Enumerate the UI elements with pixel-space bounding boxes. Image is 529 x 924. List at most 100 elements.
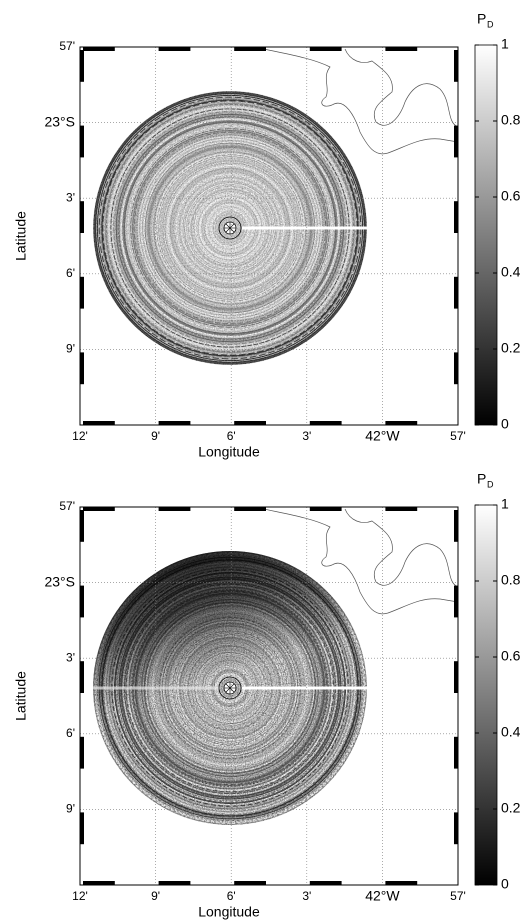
- frame-dash: [385, 507, 418, 511]
- coastline: [254, 46, 459, 155]
- frame-dash: [454, 510, 458, 542]
- frame-dash: [454, 736, 458, 769]
- x-tick-label: 12': [72, 429, 88, 443]
- colorbar-tick-label: 0: [501, 416, 509, 432]
- frame-dash: [80, 125, 84, 158]
- colorbar-tick-label: 1: [501, 496, 509, 512]
- frame-dash: [454, 201, 458, 233]
- y-axis-label: Latitude: [13, 671, 29, 721]
- frame-dash: [80, 510, 84, 542]
- x-tick-label: 3': [302, 889, 311, 903]
- radar-spoke: [225, 223, 235, 233]
- frame-dash: [80, 736, 84, 769]
- x-tick-label: 6': [227, 429, 236, 443]
- colorbar-label: P: [477, 11, 486, 27]
- frame-dash: [80, 661, 84, 693]
- x-tick-label: 57': [450, 889, 466, 903]
- frame-dash: [158, 507, 191, 511]
- frame-dash: [309, 421, 342, 425]
- frame-dash: [309, 507, 342, 511]
- frame-dash: [83, 881, 115, 885]
- streak: [242, 686, 367, 690]
- x-tick-label: 3': [302, 429, 311, 443]
- colorbar-tick-label: 1: [501, 36, 509, 52]
- colorbar-label: P: [477, 471, 486, 487]
- frame-dash: [158, 47, 191, 51]
- y-tick-label: 23°S: [44, 113, 75, 129]
- frame: [79, 46, 459, 426]
- frame-dash: [454, 50, 458, 82]
- frame-dash: [158, 421, 191, 425]
- frame-dash: [234, 881, 266, 885]
- colorbar: [474, 44, 498, 426]
- y-tick-label: 23°S: [44, 573, 75, 589]
- y-tick-label: 3': [66, 650, 75, 664]
- frame: [79, 506, 459, 886]
- y-tick-label: 6': [66, 266, 75, 280]
- colorbar-tick-label: 0: [501, 876, 509, 892]
- frame-dash: [80, 276, 84, 309]
- frame-dash: [80, 50, 84, 82]
- coastline: [344, 508, 459, 588]
- frame-dash: [234, 507, 266, 511]
- frame-dash: [309, 881, 342, 885]
- frame-dash: [83, 421, 115, 425]
- y-axis-label: Latitude: [13, 211, 29, 261]
- x-axis-label: Longitude: [198, 904, 260, 920]
- colorbar: [474, 504, 498, 886]
- y-tick-label: 57': [59, 499, 75, 513]
- frame-dash: [234, 47, 266, 51]
- coastline: [254, 506, 459, 615]
- y-tick-label: 9': [66, 342, 75, 356]
- coastline: [344, 48, 459, 128]
- frame-dash: [83, 507, 115, 511]
- frame-dash: [83, 47, 115, 51]
- y-tick-label: 9': [66, 802, 75, 816]
- frame-dash: [454, 125, 458, 158]
- frame-dash: [385, 421, 418, 425]
- y-tick-label: 3': [66, 190, 75, 204]
- frame-dash: [80, 352, 84, 385]
- left-streak: [93, 686, 220, 690]
- colorbar-label-sub: D: [487, 479, 494, 489]
- x-tick-label: 42°W: [365, 888, 400, 904]
- frame-dash: [454, 661, 458, 693]
- x-tick-label: 6': [227, 889, 236, 903]
- colorbar-label-sub: D: [487, 19, 494, 29]
- y-tick-label: 57': [59, 39, 75, 53]
- frame-dash: [385, 47, 418, 51]
- frame-dash: [385, 881, 418, 885]
- frame-dash: [309, 47, 342, 51]
- colorbar-tick-label: 0.2: [501, 800, 521, 816]
- radar-ring: [218, 676, 242, 700]
- colorbar-tick-label: 0.4: [501, 724, 521, 740]
- frame-dash: [454, 352, 458, 385]
- frame-dash: [454, 585, 458, 618]
- frame-dash: [158, 881, 191, 885]
- x-tick-label: 9': [151, 889, 160, 903]
- colorbar-tick-label: 0.6: [501, 188, 521, 204]
- frame-dash: [80, 201, 84, 233]
- colorbar-tick-label: 0.8: [501, 112, 521, 128]
- radar-ring: [218, 216, 242, 240]
- x-tick-label: 42°W: [365, 428, 400, 444]
- frame-dash: [454, 276, 458, 309]
- colorbar-tick-label: 0.8: [501, 572, 521, 588]
- map-panel: 12' 9' 6' 3' 42°W 57' 57' 23°S 3' 6' 9' Longitude La…: [13, 11, 521, 460]
- x-axis-label: Longitude: [198, 444, 260, 460]
- y-tick-label: 6': [66, 726, 75, 740]
- colorbar-tick-label: 0.2: [501, 340, 521, 356]
- streak: [242, 226, 367, 230]
- x-tick-label: 12': [72, 889, 88, 903]
- frame-dash: [454, 812, 458, 845]
- frame-dash: [80, 585, 84, 618]
- colorbar-tick-label: 0.6: [501, 648, 521, 664]
- x-tick-label: 9': [151, 429, 160, 443]
- x-tick-label: 57': [450, 429, 466, 443]
- radar-spoke: [225, 683, 235, 693]
- colorbar-tick-label: 0.4: [501, 264, 521, 280]
- map-panel: 12' 9' 6' 3' 42°W 57' 57' 23°S 3' 6' 9' Longitude La…: [13, 471, 521, 920]
- frame-dash: [80, 812, 84, 845]
- frame-dash: [234, 421, 266, 425]
